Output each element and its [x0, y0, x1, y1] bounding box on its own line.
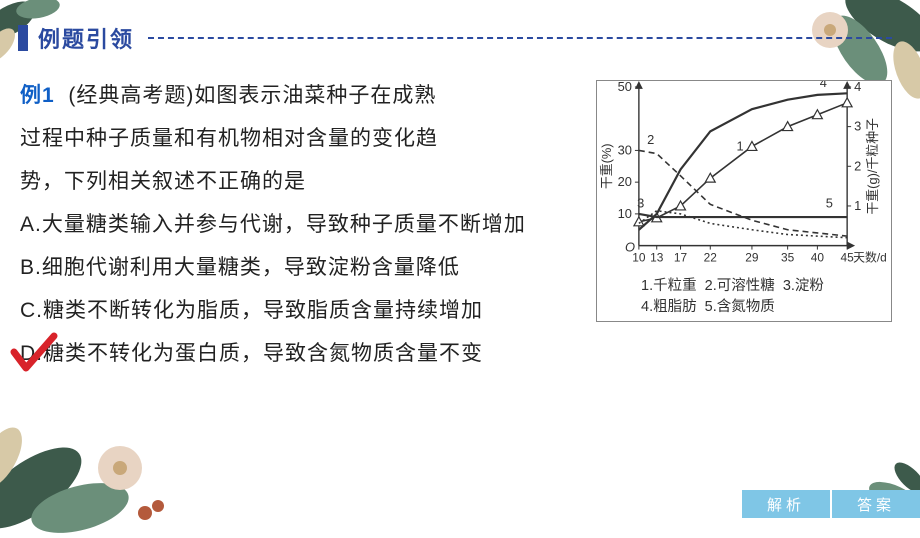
header-dashed-line: [148, 37, 892, 39]
svg-text:干重(g)/千粒种子: 干重(g)/千粒种子: [865, 118, 880, 215]
chart-panel: O1020305012341013172229354045天数/d干重(%)干重…: [596, 80, 892, 322]
svg-text:干重(%): 干重(%): [599, 143, 614, 189]
svg-text:10: 10: [632, 250, 646, 264]
checkmark-icon: [10, 332, 58, 376]
svg-text:40: 40: [811, 250, 825, 264]
svg-text:22: 22: [704, 250, 718, 264]
svg-text:45: 45: [841, 250, 855, 264]
intro-line-3: 势，下列相关叙述不正确的是: [20, 170, 306, 193]
svg-text:35: 35: [781, 250, 795, 264]
svg-text:29: 29: [745, 250, 759, 264]
svg-text:10: 10: [618, 206, 632, 221]
svg-text:30: 30: [618, 142, 632, 157]
svg-text:5: 5: [826, 196, 833, 211]
svg-text:1: 1: [854, 198, 861, 213]
legend-5: 5.含氮物质: [705, 299, 775, 315]
example-label: 例1: [20, 84, 55, 107]
svg-text:17: 17: [674, 250, 688, 264]
content-area: 例1 (经典高考题)如图表示油菜种子在成熟 过程中种子质量和有机物相对含量的变化…: [20, 74, 892, 478]
svg-text:2: 2: [854, 158, 861, 173]
svg-text:4: 4: [854, 81, 861, 94]
intro-line-1: (经典高考题)如图表示油菜种子在成熟: [68, 84, 436, 107]
svg-text:1: 1: [736, 138, 743, 153]
header-title: 例题引领: [38, 22, 134, 54]
svg-text:天数/d: 天数/d: [853, 250, 887, 264]
intro-line-2: 过程中种子质量和有机物相对含量的变化趋: [20, 127, 438, 150]
option-d-text: D.糖类不转化为蛋白质，导致含氮物质含量不变: [20, 342, 483, 365]
explain-button[interactable]: 解析: [742, 490, 830, 518]
option-d: D.糖类不转化为蛋白质，导致含氮物质含量不变: [20, 332, 892, 375]
svg-text:13: 13: [650, 250, 664, 264]
svg-text:4: 4: [820, 81, 827, 90]
svg-text:3: 3: [854, 119, 861, 134]
legend-2: 2.可溶性糖: [705, 278, 775, 294]
svg-text:20: 20: [618, 174, 632, 189]
svg-text:50: 50: [618, 81, 632, 94]
answer-button[interactable]: 答案: [832, 490, 920, 518]
footer-buttons: 解析 答案: [740, 490, 920, 518]
svg-text:2: 2: [647, 132, 654, 147]
legend-1: 1.千粒重: [641, 278, 697, 294]
legend-4: 4.粗脂肪: [641, 299, 697, 315]
header-accent-bar: [18, 25, 28, 51]
legend-3: 3.淀粉: [783, 278, 824, 294]
chart-legend: 1.千粒重 2.可溶性糖 3.淀粉 4.粗脂肪 5.含氮物质: [597, 276, 891, 317]
section-header: 例题引领: [18, 22, 892, 54]
svg-text:3: 3: [637, 196, 644, 211]
